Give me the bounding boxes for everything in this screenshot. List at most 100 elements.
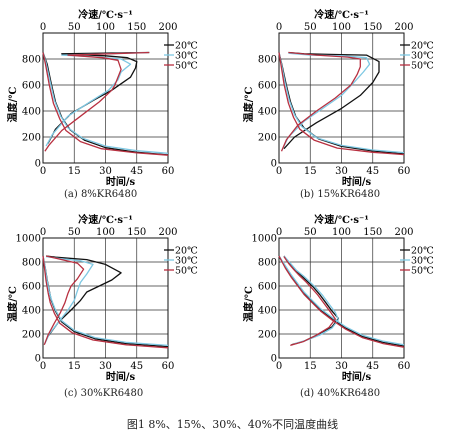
- x2-axis-label: 冷速/℃·s⁻¹: [78, 8, 132, 21]
- x-axis-label: 时间/s: [342, 370, 372, 383]
- panel-b-caption: (b) 15%KR6480: [300, 189, 381, 200]
- y-tick-label: 400: [258, 306, 277, 317]
- cooling-curve-3: [278, 52, 405, 156]
- rate-curve-3: [283, 256, 336, 347]
- figure-caption: 图1 8%、15%、30%、40%不同温度曲线: [126, 418, 339, 431]
- cooling-curve-2: [42, 52, 169, 154]
- legend-entry: 30℃: [411, 256, 434, 267]
- panel-a-caption: (a) 8%KR6480: [64, 189, 138, 200]
- y-tick-label: 400: [22, 107, 41, 118]
- legend-entry: 50℃: [175, 61, 198, 72]
- legend-entry: 30℃: [411, 51, 434, 62]
- legend-entry: 50℃: [411, 266, 434, 277]
- x2-tick-label: 150: [127, 227, 146, 238]
- x-tick-label: 30: [99, 166, 112, 177]
- x2-tick-label: 0: [40, 227, 46, 238]
- x2-tick-label: 150: [363, 227, 382, 238]
- cooling-curve-1: [278, 255, 405, 347]
- y-axis-label: 温度/℃: [242, 286, 255, 322]
- rate-curve-2: [45, 51, 150, 147]
- x2-tick-label: 0: [276, 22, 282, 33]
- y-tick-label: 200: [258, 330, 277, 341]
- rate-curve-2: [44, 255, 94, 344]
- x2-tick-label: 200: [394, 227, 413, 238]
- x2-tick-label: 200: [158, 227, 177, 238]
- x2-axis-label: 冷速/℃·s⁻¹: [314, 8, 368, 21]
- y-tick-label: 0: [35, 159, 41, 170]
- x-tick-label: 30: [335, 166, 348, 177]
- cooling-curve-3: [42, 255, 169, 349]
- x-tick-label: 15: [68, 361, 81, 372]
- y-tick-label: 200: [258, 133, 277, 144]
- x-tick-label: 15: [304, 361, 317, 372]
- rate-curve-2: [283, 255, 340, 345]
- y-tick-label: 800: [22, 258, 41, 269]
- x-tick-label: 15: [304, 166, 317, 177]
- x-tick-label: 45: [130, 361, 143, 372]
- cooling-curve-3: [278, 255, 405, 348]
- x-tick-label: 0: [276, 166, 282, 177]
- plot-frame: [42, 32, 169, 164]
- x-tick-label: 45: [366, 361, 379, 372]
- rate-curve-2: [281, 52, 371, 151]
- x-axis-label: 时间/s: [106, 175, 136, 188]
- x-tick-label: 45: [130, 166, 143, 177]
- x2-tick-label: 50: [68, 227, 81, 238]
- x-tick-label: 15: [68, 166, 81, 177]
- x2-tick-label: 0: [40, 22, 46, 33]
- x2-axis-label: 冷速/℃·s⁻¹: [78, 213, 132, 226]
- x2-tick-label: 50: [304, 227, 317, 238]
- legend-entry: 20℃: [175, 246, 198, 257]
- panel-d-caption: (d) 40%KR6480: [300, 388, 381, 399]
- legend-entry: 50℃: [411, 61, 434, 72]
- x2-tick-label: 200: [158, 22, 177, 33]
- x2-tick-label: 100: [332, 227, 351, 238]
- cooling-curve-2: [278, 255, 405, 346]
- x-tick-label: 60: [398, 166, 411, 177]
- x2-axis-label: 冷速/℃·s⁻¹: [314, 213, 368, 226]
- y-tick-label: 800: [258, 258, 277, 269]
- cooling-curve-2: [42, 255, 169, 347]
- chart-panel-b: 0 15 30 45 600 50 100 150 2000200400600800时间/s冷速…: [242, 8, 434, 188]
- y-tick-label: 600: [22, 282, 41, 293]
- y-tick-label: 600: [258, 81, 277, 92]
- chart-panel-a: 0 15 30 45 600 50 100 150 2000200400600800时间/s冷速…: [6, 8, 198, 188]
- x2-tick-label: 100: [96, 227, 115, 238]
- rate-curve-3: [44, 51, 150, 152]
- x2-tick-label: 100: [96, 22, 115, 33]
- y-tick-label: 400: [22, 306, 41, 317]
- y-tick-label: 800: [22, 55, 41, 66]
- x-tick-label: 0: [40, 361, 46, 372]
- plot-frame: [42, 237, 169, 359]
- y-tick-label: 0: [271, 354, 277, 365]
- x-tick-label: 30: [335, 361, 348, 372]
- legend-entry: 20℃: [175, 41, 198, 52]
- rate-curve-3: [280, 51, 361, 152]
- y-tick-label: 600: [22, 81, 41, 92]
- x-tick-label: 60: [398, 361, 411, 372]
- chart-panel-d: 0 15 30 45 600 50 100 150 20002004006008001000时间…: [242, 213, 434, 383]
- cooling-curve-3: [42, 52, 169, 156]
- x-tick-label: 60: [162, 166, 175, 177]
- x-axis-label: 时间/s: [106, 370, 136, 383]
- y-tick-label: 1000: [252, 234, 277, 245]
- rate-curve-1: [283, 51, 380, 150]
- x-tick-label: 60: [162, 361, 175, 372]
- x2-tick-label: 50: [304, 22, 317, 33]
- y-axis-label: 温度/℃: [242, 87, 255, 123]
- y-tick-label: 600: [258, 282, 277, 293]
- x-tick-label: 0: [276, 361, 282, 372]
- legend-entry: 50℃: [175, 266, 198, 277]
- panel-c-caption: (c) 30%KR6480: [64, 388, 144, 399]
- legend-entry: 30℃: [175, 256, 198, 267]
- chart-panel-c: 0 15 30 45 600 50 100 150 20002004006008001000时间…: [6, 213, 198, 383]
- x2-tick-label: 200: [394, 22, 413, 33]
- cooling-curve-2: [278, 52, 405, 154]
- plot-frame: [278, 32, 405, 164]
- y-axis-label: 温度/℃: [6, 87, 19, 123]
- x2-tick-label: 0: [276, 227, 282, 238]
- y-tick-label: 400: [258, 107, 277, 118]
- y-tick-label: 0: [35, 354, 41, 365]
- y-tick-label: 0: [271, 159, 277, 170]
- legend-entry: 20℃: [411, 41, 434, 52]
